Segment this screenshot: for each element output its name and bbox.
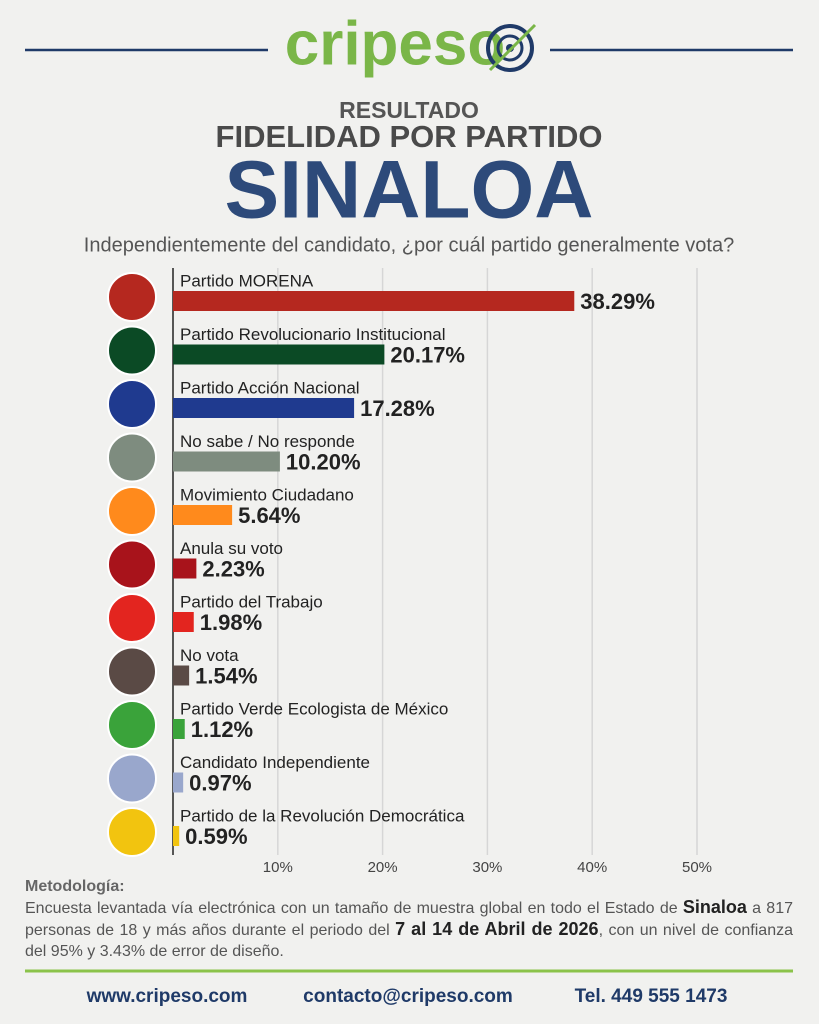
category-icon xyxy=(107,700,157,750)
methodology: Metodología: Encuesta levantada vía elec… xyxy=(25,876,793,962)
value-label: 1.98% xyxy=(200,610,262,635)
value-label: 0.59% xyxy=(185,824,247,849)
methodology-title: Metodología: xyxy=(25,878,125,895)
footer-phone: Tel. 449 555 1473 xyxy=(574,986,728,1007)
value-label: 0.97% xyxy=(189,770,251,795)
x-tick-label: 10% xyxy=(263,859,293,876)
category-icon xyxy=(107,486,157,536)
bar xyxy=(173,558,197,579)
value-label: 17.28% xyxy=(360,396,435,421)
logo-target xyxy=(486,23,537,72)
bar xyxy=(173,344,385,365)
footer-email: contacto@cripeso.com xyxy=(303,986,513,1007)
methodology-segment: 7 al 14 de Abril de 2026 xyxy=(395,919,599,939)
category-label: No vota xyxy=(180,646,239,665)
methodology-segment: a 817 personas de 18 y más años durante … xyxy=(25,900,794,939)
methodology-segment: Encuesta levantada vía electrónica con u… xyxy=(25,900,683,917)
bar xyxy=(173,612,194,632)
bar xyxy=(173,772,184,793)
methodology-segment: Sinaloa xyxy=(682,897,747,917)
value-label: 5.64% xyxy=(238,503,300,528)
x-tick-label: 30% xyxy=(472,859,502,876)
heading: FIDELIDAD POR PARTIDO xyxy=(216,119,603,154)
category-icon xyxy=(107,432,157,483)
bar xyxy=(173,826,180,846)
x-tick-label: 50% xyxy=(682,859,712,876)
category-label: Partido Verde Ecologista de México xyxy=(180,699,448,718)
category-icon xyxy=(107,272,157,322)
methodology-segment: , con un nivel de confianza del 95% y 3.… xyxy=(25,922,794,960)
value-label: 1.12% xyxy=(191,717,253,742)
bar xyxy=(173,451,280,472)
x-tick-label: 20% xyxy=(368,859,398,876)
category-label: Partido Revolucionario Institucional xyxy=(180,325,446,344)
category-label: Movimiento Ciudadano xyxy=(180,485,354,504)
category-label: Candidato Independiente xyxy=(180,753,370,772)
bar xyxy=(173,505,233,525)
category-icon xyxy=(107,753,157,804)
value-label: 20.17% xyxy=(390,342,465,367)
bar xyxy=(173,398,355,418)
category-icon xyxy=(107,646,157,697)
kicker: RESULTADO xyxy=(339,97,479,123)
chart-subtitle: Independientemente del candidato, ¿por c… xyxy=(84,234,734,256)
x-tick-label: 40% xyxy=(577,859,607,876)
bar xyxy=(173,291,575,311)
category-icon xyxy=(107,539,157,590)
value-label: 2.23% xyxy=(202,556,264,581)
category-icon xyxy=(107,807,157,857)
bar xyxy=(173,719,185,739)
methodology-text: Encuesta levantada vía electrónica con u… xyxy=(25,897,793,962)
chart-title: SINALOA xyxy=(225,145,594,236)
category-label: Partido Acción Nacional xyxy=(180,378,360,397)
value-label: 38.29% xyxy=(580,289,655,314)
footer-web: www.cripeso.com xyxy=(86,986,248,1007)
value-label: 10.20% xyxy=(286,449,361,474)
category-label: Partido de la Revolución Democrática xyxy=(180,806,465,825)
value-label: 1.54% xyxy=(195,663,257,688)
category-label: No sabe / No responde xyxy=(180,432,355,451)
category-label: Anula su voto xyxy=(180,539,283,558)
category-icon xyxy=(107,379,157,429)
category-icon xyxy=(107,593,157,643)
category-label: Partido del Trabajo xyxy=(180,592,323,611)
category-label: Partido MORENA xyxy=(180,271,314,290)
bar xyxy=(173,665,190,686)
logo: cripeso xyxy=(285,9,506,78)
category-icon xyxy=(107,325,157,376)
